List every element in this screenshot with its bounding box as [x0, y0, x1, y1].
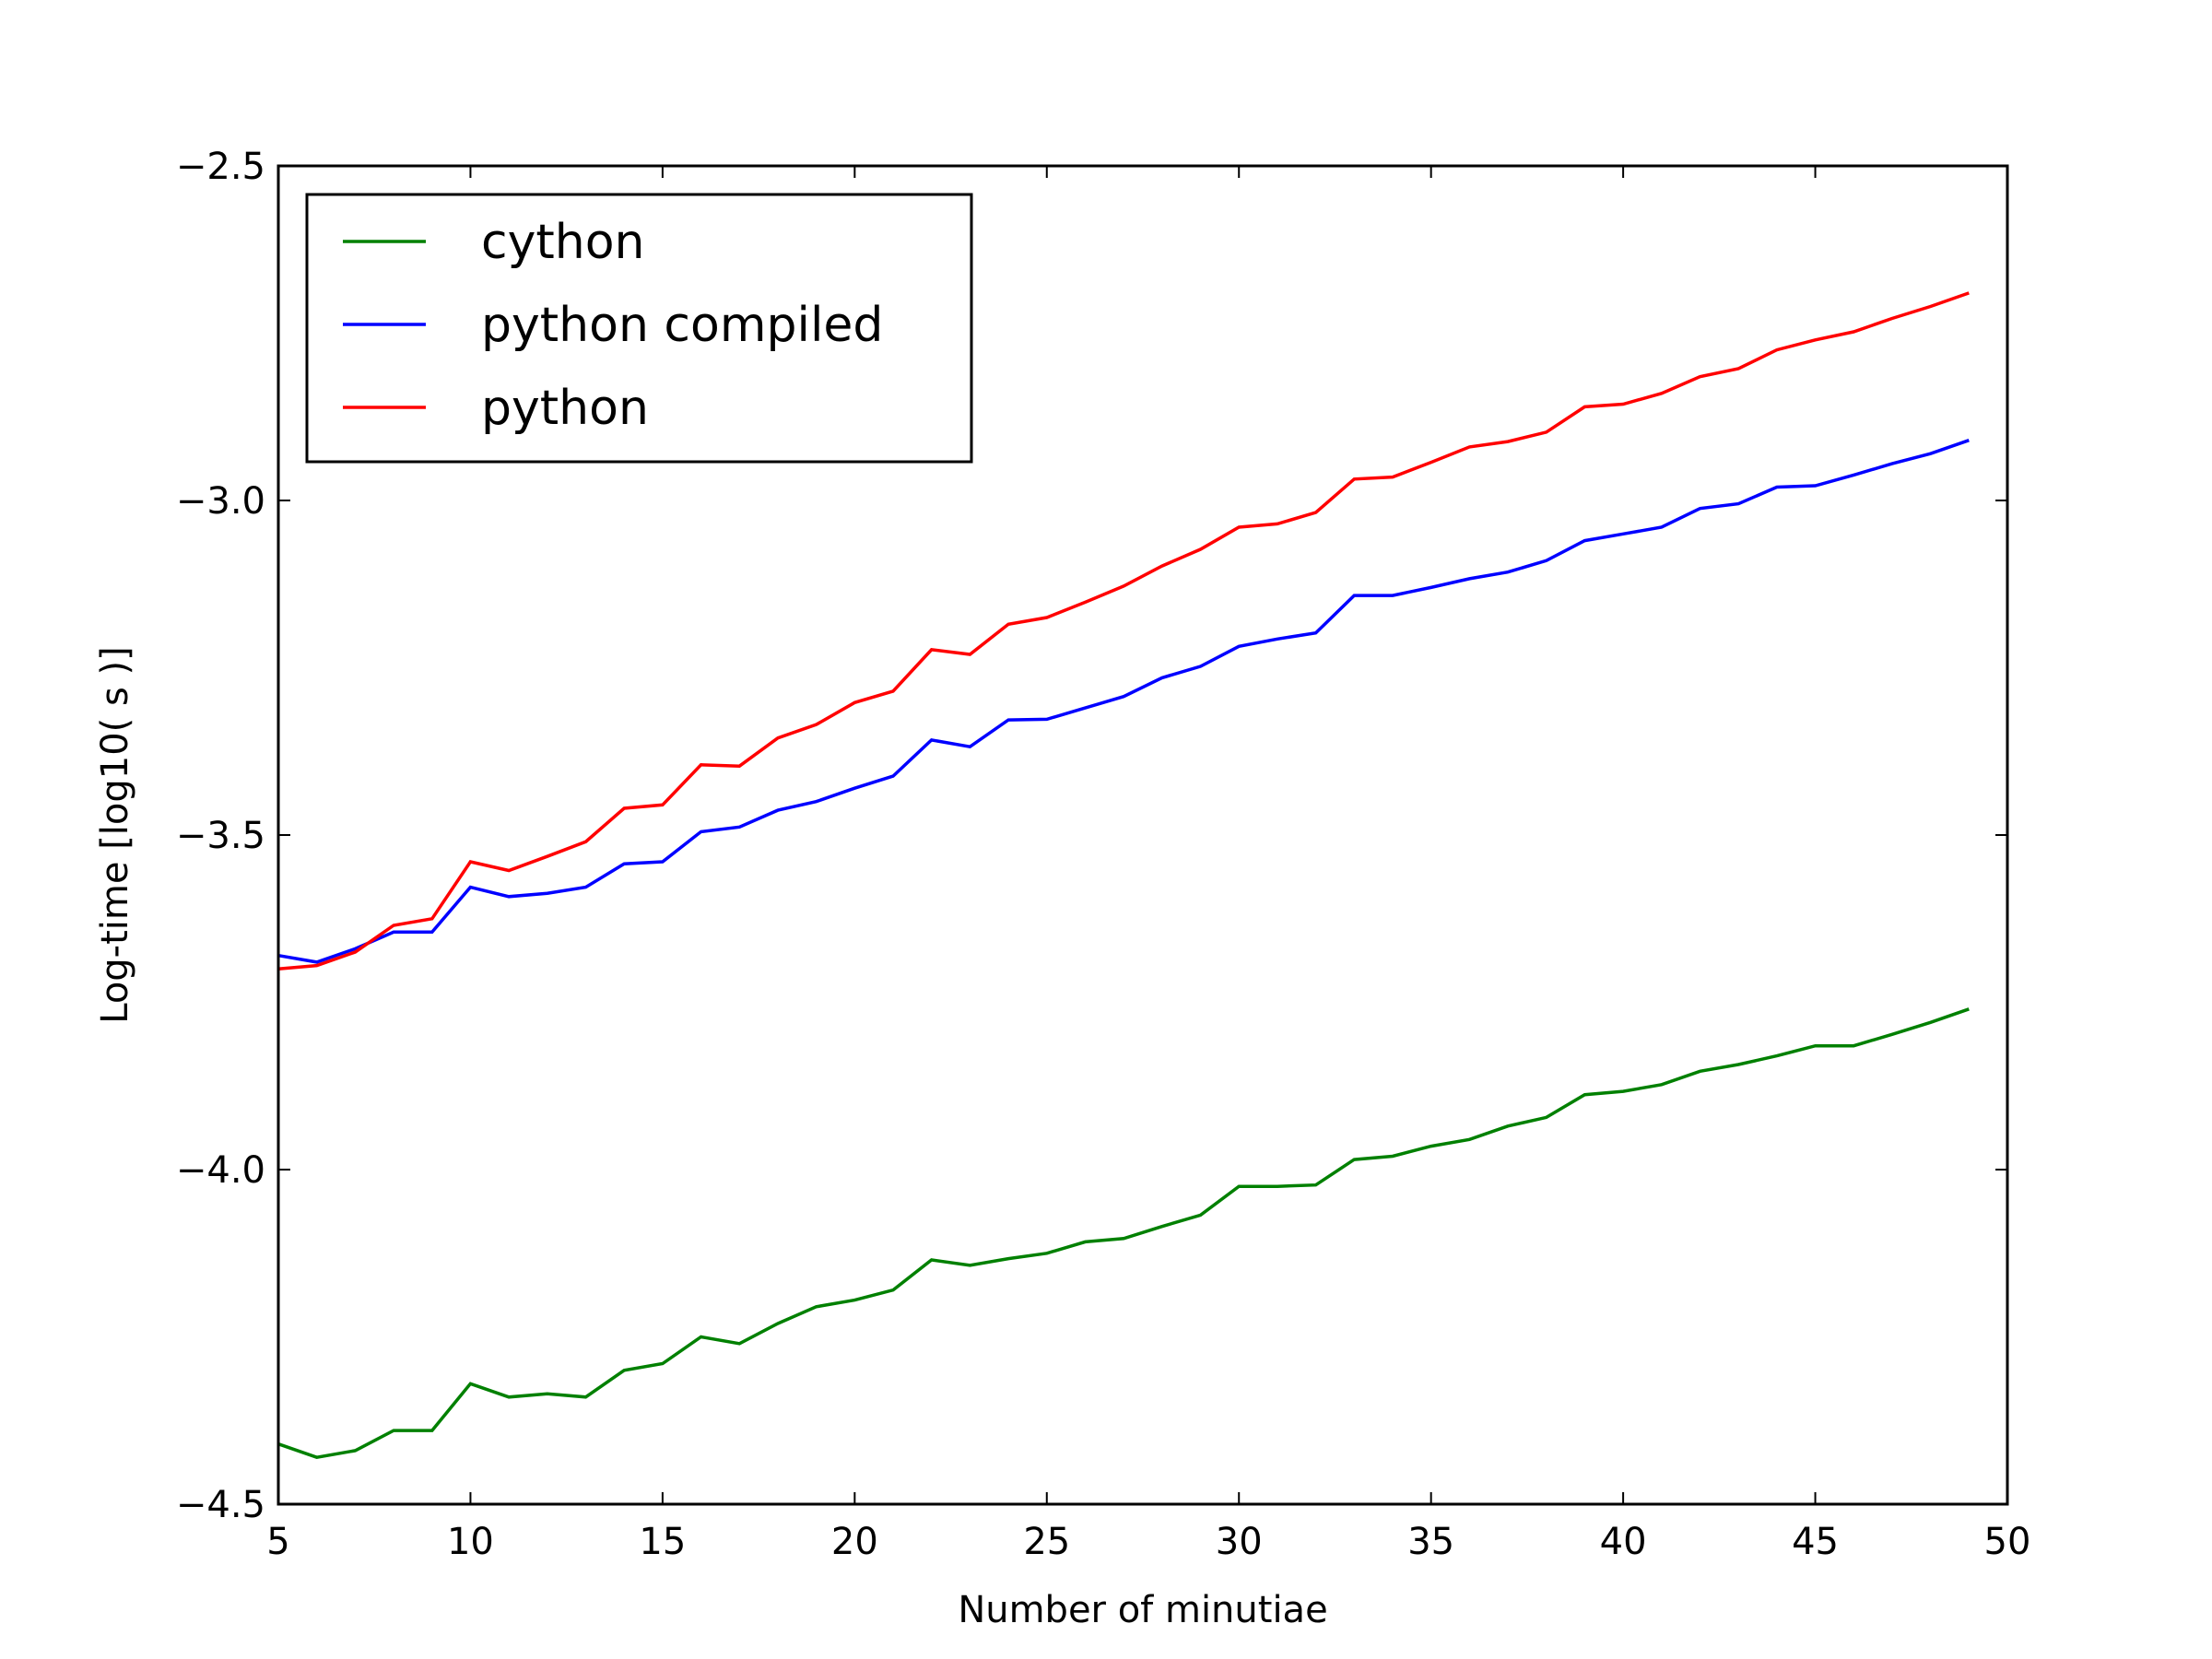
x-tick-label: 30 [1216, 1521, 1263, 1563]
series-line-python-compiled [277, 439, 1970, 964]
x-tick-label: 25 [1023, 1521, 1070, 1563]
x-axis-ticks: 5 10 15 20 25 30 35 40 45 50 [266, 166, 2030, 1563]
x-tick-label: 5 [266, 1521, 289, 1563]
y-axis-label: Log-time [log10( s )] [94, 646, 136, 1024]
series-layer [277, 291, 1970, 1460]
x-axis-label: Number of minutiae [958, 1589, 1327, 1631]
series-line-python [277, 291, 1970, 971]
y-tick-label: −3.5 [176, 815, 265, 857]
y-axis-ticks: −4.5 −4.0 −3.5 −3.0 −2.5 [176, 146, 2007, 1526]
y-tick-label: −4.0 [176, 1149, 265, 1192]
legend-label: python [481, 381, 649, 436]
legend-label: cython [481, 215, 644, 270]
y-tick-label: −2.5 [176, 146, 265, 188]
x-tick-label: 50 [1984, 1521, 2031, 1563]
x-tick-label: 20 [831, 1521, 878, 1563]
y-tick-label: −4.5 [176, 1484, 265, 1526]
legend: cython python compiled python [305, 193, 973, 464]
y-tick-label: −3.0 [176, 480, 265, 523]
x-tick-label: 10 [447, 1521, 494, 1563]
x-tick-label: 45 [1792, 1521, 1839, 1563]
x-tick-label: 40 [1600, 1521, 1647, 1563]
x-tick-label: 35 [1407, 1521, 1454, 1563]
legend-label: python compiled [481, 298, 883, 353]
legend-box [305, 193, 973, 464]
legend-items: cython python compiled python [343, 215, 883, 436]
x-tick-label: 15 [639, 1521, 686, 1563]
series-line-cython [277, 1007, 1970, 1460]
